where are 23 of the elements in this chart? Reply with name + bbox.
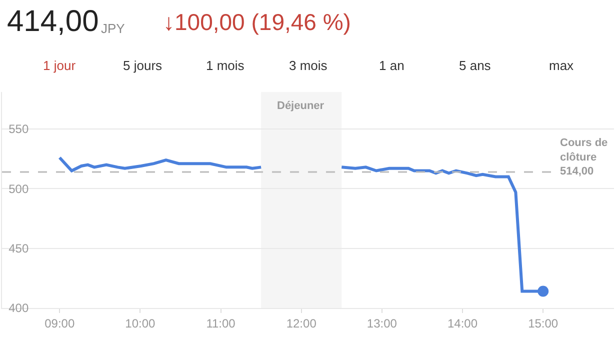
text: max — [549, 58, 574, 73]
text: 5 jours — [123, 58, 163, 73]
x-tick-label: 13:00 — [366, 316, 398, 330]
y-tick-label: 400 — [8, 301, 29, 316]
text: 1 an — [379, 58, 404, 73]
text: 3 mois — [289, 58, 328, 73]
band-label: Déjeuner — [277, 100, 325, 112]
x-tick-label: 14:00 — [447, 316, 478, 330]
text: 5 ans — [459, 58, 492, 73]
y-tick-label: 500 — [8, 182, 29, 196]
chart-title: 414,00 — [7, 5, 99, 38]
chart-subtitle: JPY — [101, 21, 126, 36]
x-tick-label: 15:00 — [528, 316, 558, 330]
x-tick-label: 11:00 — [206, 316, 236, 330]
text: ↓100,00 (19,46 %) — [163, 9, 351, 35]
text: 1 jour — [43, 58, 76, 73]
x-tick-label: 12:00 — [286, 316, 317, 330]
y-tick-label: 450 — [8, 242, 29, 256]
text: 1 mois — [206, 58, 245, 73]
ref-line-label: Cours de clôture 514,00 — [560, 137, 608, 178]
y-tick-label: 550 — [8, 122, 29, 136]
x-tick-label: 10:00 — [125, 316, 156, 330]
x-tick-label: 09:00 — [44, 316, 75, 330]
